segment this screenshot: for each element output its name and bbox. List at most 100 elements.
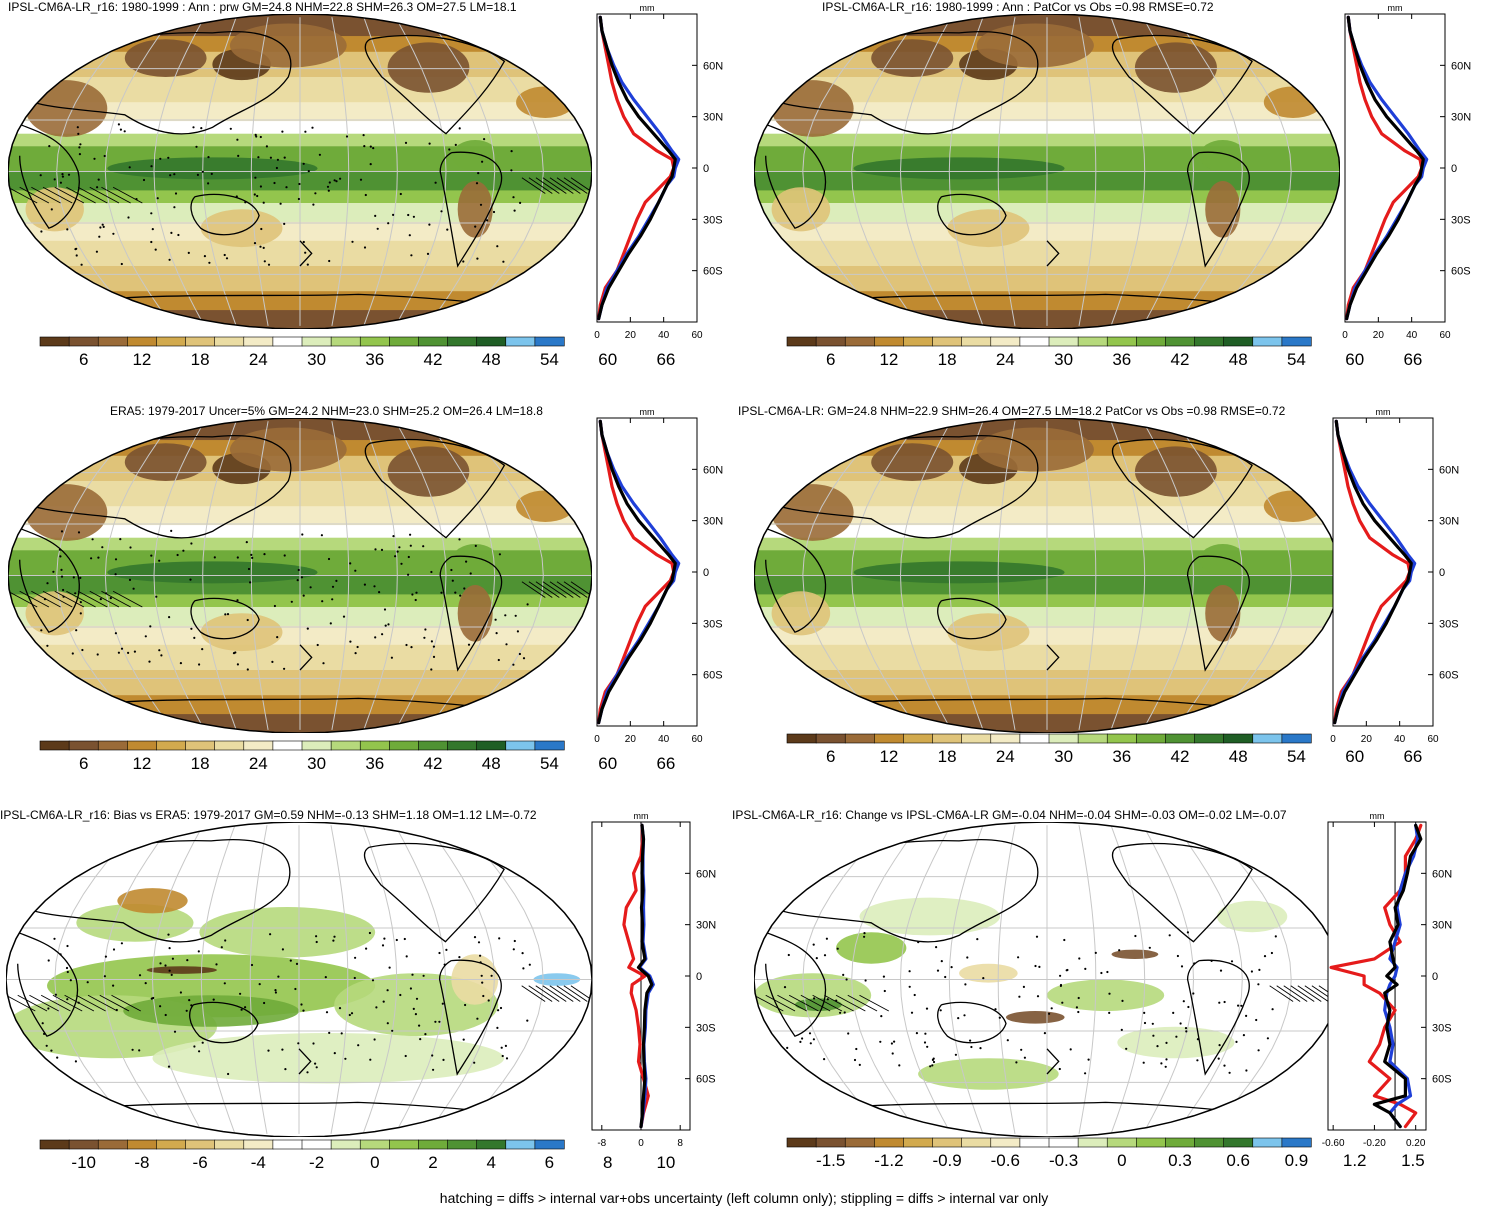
colorbar-swatch [1223,336,1254,347]
y-tick-label: 0 [1432,971,1438,983]
x-axis-label: mm [634,811,649,821]
colorbar-tick-label: 6 [545,1153,554,1172]
colorbar-tick-label: 48 [1229,747,1248,766]
colorbar: -10 -8 -6 -4 -2 0 2 4 6 8 10 [39,1139,675,1172]
map-frame [8,14,592,329]
zonal-mean-plot: 60N 30N 0 30S 60S 0 20 40 60 mm [1342,3,1471,341]
x-tick-label: 0.20 [1406,1138,1426,1149]
colorbar-swatch [389,740,420,751]
colorbar-tick-label: 0.3 [1168,1151,1192,1170]
colorbar-swatch [359,740,390,751]
y-tick-label: 60N [1439,464,1459,476]
colorbar-tick-label: 60 [598,350,617,369]
colorbar-tick-label: 36 [365,754,384,773]
colorbar-swatch [418,740,449,751]
colorbar-tick-label: 66 [656,754,675,773]
x-tick-label: -0.60 [1322,1138,1345,1149]
series-line [636,823,654,1129]
map-frame [754,14,1340,329]
colorbar-swatch [68,336,99,347]
y-tick-label: 60N [1451,60,1471,72]
colorbar-swatch [418,336,449,347]
panel-title: IPSL-CM6A-LR: GM=24.8 NHM=22.9 SHM=26.4 … [738,404,1286,418]
y-tick-label: 0 [703,567,709,579]
series-line [622,823,650,1129]
colorbar-tick-label: 24 [996,747,1015,766]
map-field [6,822,592,1137]
colorbar-tick-label: 60 [1345,747,1364,766]
colorbar-swatch [874,1137,905,1148]
x-axis-label: mm [1370,811,1385,821]
zonal-mean-plot: 60N 30N 0 30S 60S 0 20 40 60 mm [594,3,723,341]
colorbar-swatch [1165,1137,1196,1148]
colorbar-swatch [97,740,128,751]
colorbar-swatch [1252,336,1283,347]
y-tick-label: 0 [1439,567,1445,579]
hatching [754,985,1340,1012]
stippling [783,931,1277,1075]
colorbar-tick-label: 12 [879,350,898,369]
colorbar-tick-label: -0.6 [991,1151,1020,1170]
colorbar: 6 12 18 24 30 36 42 48 54 60 66 [786,336,1422,369]
x-tick-label: 0 [594,734,600,745]
x-tick-label: 20 [1361,734,1373,745]
colorbar-swatch [903,1137,934,1148]
y-tick-label: 30S [1439,618,1459,630]
colorbar-swatch [534,336,565,347]
y-tick-label: 60N [1432,868,1452,880]
y-tick-label: 30S [703,618,723,630]
colorbar-swatch [185,1139,216,1150]
colorbar-swatch [1136,1137,1167,1148]
y-tick-label: 60N [703,60,723,72]
colorbar-swatch [97,1139,128,1150]
colorbar-swatch [301,740,332,751]
panel-p2: IPSL-CM6A-LR_r16: 1980-1999 : Ann : PatC… [744,0,1488,404]
colorbar-swatch [243,1139,274,1150]
colorbar-swatch [932,733,963,744]
colorbar-tick-label: 8 [603,1153,612,1172]
colorbar-swatch [505,740,536,751]
colorbar-swatch [932,336,963,347]
x-tick-label: -0.20 [1363,1138,1386,1149]
y-tick-label: 0 [1451,163,1457,175]
colorbar-tick-label: 0 [1117,1151,1126,1170]
map-field [754,14,1340,329]
colorbar-tick-label: -1.2 [874,1151,903,1170]
y-tick-label: 30N [1451,112,1471,124]
colorbar-swatch [1048,1137,1079,1148]
colorbar-swatch [330,1139,361,1150]
colorbar-tick-label: 66 [1403,747,1422,766]
colorbar-swatch [874,733,905,744]
colorbar-swatch [272,1139,303,1150]
map-plot [754,822,1340,1137]
colorbar-swatch [1106,733,1137,744]
x-tick-label: 20 [625,330,637,341]
map-field [754,822,1340,1137]
x-tick-label: 60 [1427,734,1439,745]
colorbar-swatch [1252,733,1283,744]
colorbar-swatch [1136,733,1167,744]
y-tick-label: 0 [696,971,702,983]
stippling [41,931,531,1076]
colorbar-tick-label: 18 [191,754,210,773]
colorbar-tick-label: 54 [1287,350,1306,369]
colorbar-tick-label: 12 [132,754,151,773]
colorbar-tick-label: 1.2 [1343,1151,1367,1170]
colorbar-swatch [476,336,507,347]
colorbar-tick-label: 42 [1171,350,1190,369]
colorbar-swatch [389,336,420,347]
colorbar-swatch [1194,733,1225,744]
colorbar-swatch [844,733,875,744]
x-axis-label: mm [640,3,655,13]
zonal-mean-plot: 60N 30N 0 30S 60S -8 0 8 mm [591,811,716,1149]
y-tick-label: 30S [696,1022,716,1034]
x-tick-label: 40 [1394,734,1406,745]
colorbar-swatch [156,1139,187,1150]
colorbar-swatch [1252,1137,1283,1148]
map-frame [754,418,1340,733]
colorbar-tick-label: 42 [424,350,443,369]
colorbar-tick-label: 0.6 [1226,1151,1250,1170]
map-frame [754,822,1340,1137]
y-tick-label: 60N [696,868,716,880]
colorbar-swatch [903,733,934,744]
